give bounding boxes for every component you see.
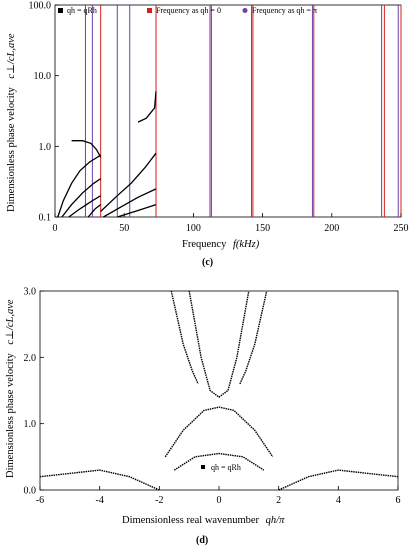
panel-d-y-ticks: 0.0 1.0 2.0 3.0 — [24, 287, 44, 497]
panel-d-series-4 — [239, 290, 268, 385]
panel-c-cutoff-lines — [84, 5, 402, 217]
panel-c-series-3 — [87, 204, 102, 218]
panel-d-xtick-label-4: 2 — [276, 495, 281, 506]
panel-c-series-5 — [103, 188, 157, 218]
panel-c-xlabel: Frequency f(kHz) — [182, 239, 260, 250]
panel-c-xtick-label-2: 100 — [186, 223, 201, 234]
panel-c-series-4 — [100, 152, 157, 212]
panel-c-series-6 — [117, 203, 157, 218]
panel-d-chart: -6 -4 -2 0 2 4 6 0.0 1.0 2.0 3.0 qh = qRh Dimensi… — [5, 287, 401, 547]
panel-d-xtick-label-3: 0 — [217, 495, 222, 506]
panel-c-ytick-label-3: 100.0 — [29, 1, 52, 12]
panel-d-series-2 — [188, 290, 250, 398]
panel-d-ytick-label-1: 1.0 — [24, 419, 37, 430]
legend-label-qh-qrh: qh = qRh — [67, 6, 97, 15]
panel-c-series-7 — [71, 140, 102, 158]
panel-d-series-6 — [278, 469, 399, 491]
panel-d-legend-label: qh = qRh — [211, 463, 241, 472]
panel-c-xtick-label-3: 150 — [255, 223, 270, 234]
panel-c-legend: qh = qRh Frequency as qh = 0 Frequency a… — [58, 6, 317, 15]
panel-c-series-1 — [61, 178, 102, 218]
panel-d-xlabel-symbol: qh/π — [266, 515, 285, 526]
panel-c-ylabel: Dimensionless phase velocity c⊥/cL,ave — [6, 33, 17, 212]
legend-marker-red — [147, 8, 152, 13]
panel-d-xtick-label-6: 6 — [396, 495, 401, 506]
panel-c-ytick-label-1: 1.0 — [39, 142, 52, 153]
panel-c-caption: (c) — [202, 257, 213, 268]
panel-d-x-ticks: -6 -4 -2 0 2 4 6 — [36, 486, 401, 506]
panel-d-xtick-label-5: 4 — [336, 495, 341, 506]
panel-d-series-0 — [173, 452, 265, 471]
legend-label-qh-zero: Frequency as qh = 0 — [156, 6, 221, 15]
legend-marker-black — [58, 8, 63, 13]
legend-label-qh-pi: Frequency as qh = π — [252, 6, 317, 15]
panel-c-series-8 — [137, 91, 157, 123]
panel-d-ytick-label-3: 3.0 — [24, 287, 37, 298]
panel-d-xtick-label-2: -2 — [155, 495, 163, 506]
legend-marker-black-d — [201, 465, 205, 469]
panel-c-y-ticks: 0.1 1.0 10.0 100.0 — [29, 1, 59, 224]
panel-d-xlabel: Dimensionless real wavenumber qh/π — [122, 515, 285, 526]
panel-d-ylabel-text: Dimensionless phase velocity — [5, 352, 16, 478]
panel-c-x-ticks: 0 50 100 150 200 250 — [53, 213, 409, 234]
panel-c-series-0 — [57, 154, 102, 218]
panel-d-ylabel-symbol: c⊥/cL,ave — [5, 299, 16, 344]
panel-c-ytick-label-2: 10.0 — [34, 71, 52, 82]
panel-d-ytick-label-0: 0.0 — [24, 486, 37, 497]
panel-c-ytick-label-0: 0.1 — [39, 213, 52, 224]
panel-c-xtick-label-5: 250 — [394, 223, 409, 234]
panel-c-xlabel-text: Frequency — [182, 239, 227, 250]
panel-c-plot-frame — [54, 4, 402, 218]
panel-d-ylabel: Dimensionless phase velocity c⊥/cL,ave — [5, 299, 16, 478]
panel-d-xtick-label-0: -6 — [36, 495, 44, 506]
panel-d-curves — [39, 290, 399, 491]
panel-c-ylabel-text: Dimensionless phase velocity — [6, 86, 17, 212]
panel-c-xtick-label-1: 50 — [119, 223, 129, 234]
panel-d-xtick-label-1: -4 — [95, 495, 103, 506]
panel-d-caption: (d) — [196, 535, 208, 546]
panel-c-curves — [57, 91, 157, 218]
legend-marker-purple — [242, 8, 248, 13]
panel-c-xtick-label-0: 0 — [53, 223, 58, 234]
panel-c-xlabel-symbol: f(kHz) — [233, 239, 260, 250]
panel-c-series-2 — [68, 195, 102, 218]
panel-c-chart: 0 50 100 150 200 250 0.1 1.0 10.0 100.0 qh = qRh… — [6, 1, 409, 269]
panel-d-series-3 — [170, 290, 199, 385]
panel-d-legend: qh = qRh — [201, 463, 241, 472]
panel-d-ytick-label-2: 2.0 — [24, 353, 37, 364]
panel-d-xlabel-text: Dimensionless real wavenumber — [122, 515, 260, 526]
panel-d-plot-frame — [39, 290, 399, 491]
panel-c-xtick-label-4: 200 — [324, 223, 339, 234]
panel-d-series-5 — [39, 469, 160, 491]
panel-c-ylabel-symbol: c⊥/cL,ave — [6, 33, 17, 78]
panel-d-series-1 — [164, 406, 274, 458]
